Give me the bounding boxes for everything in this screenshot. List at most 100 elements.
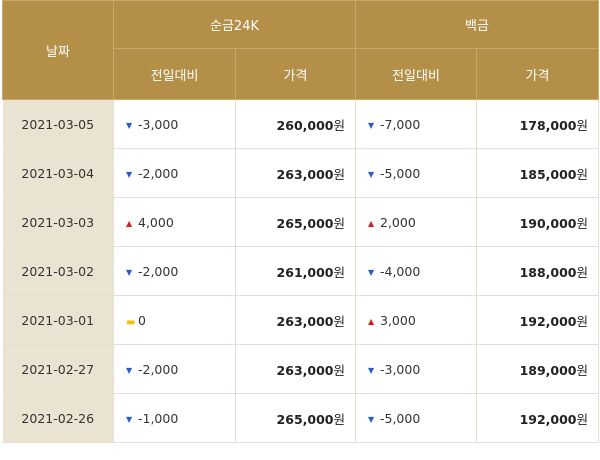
platinum-price-value: 188,000: [519, 264, 577, 280]
date-cell: 2021-02-26: [2, 393, 114, 443]
platinum-change-header: 전일대비: [355, 48, 477, 100]
arrow-up-icon: ▲: [126, 218, 133, 228]
currency-unit: 원: [333, 264, 345, 280]
platinum-price-value: 178,000: [519, 117, 577, 133]
gold-change-value: -2,000: [138, 361, 179, 377]
platinum-change-value: -4,000: [380, 263, 421, 279]
arrow-down-icon: ▼: [368, 169, 375, 179]
platinum-change-value: 2,000: [380, 214, 416, 230]
price-table: 날짜 순금24K 백금 전일대비 가격 전일대비 가격 2021-03-05 ▼ -…: [2, 0, 600, 443]
gold-change-cell: ▼ -2,000: [113, 344, 236, 394]
gold-price-cell: 260,000원: [235, 99, 356, 149]
gold-change-cell: ▬ 0: [113, 295, 236, 345]
platinum-change-value: -5,000: [380, 165, 421, 181]
platinum-change-cell: ▼ -7,000: [355, 99, 477, 149]
no-change-icon: ▬: [126, 316, 136, 328]
gold-change-value: -1,000: [138, 410, 179, 426]
arrow-down-icon: ▼: [126, 267, 133, 277]
date-cell: 2021-03-01: [2, 295, 114, 345]
platinum-price-header: 가격: [475, 48, 600, 100]
currency-unit: 원: [576, 411, 589, 427]
table-row: 2021-03-02 ▼ -2,000 261,000원 ▼ -4,000 188,000원: [2, 246, 600, 296]
gold-price-value: 263,000: [276, 166, 334, 182]
platinum-price-value: 185,000: [519, 166, 577, 182]
currency-unit: 원: [333, 166, 345, 182]
currency-unit: 원: [576, 313, 589, 329]
gold-price-cell: 263,000원: [235, 344, 356, 394]
currency-unit: 원: [576, 117, 589, 133]
platinum-change-cell: ▲ 3,000: [355, 295, 477, 345]
date-cell: 2021-03-03: [2, 197, 114, 247]
gold-header: 순금24K: [113, 0, 356, 49]
table-row: 2021-03-03 ▲ 4,000 265,000원 ▲ 2,000 190,000원: [2, 197, 600, 247]
gold-price-cell: 263,000원: [235, 148, 356, 198]
platinum-change-value: -3,000: [380, 361, 421, 377]
platinum-price-value: 189,000: [519, 362, 577, 378]
date-cell: 2021-03-05: [2, 99, 114, 149]
arrow-down-icon: ▼: [126, 365, 133, 375]
date-cell: 2021-03-04: [2, 148, 114, 198]
gold-price-value: 265,000: [276, 215, 334, 231]
gold-change-cell: ▼ -2,000: [113, 148, 236, 198]
gold-change-cell: ▼ -3,000: [113, 99, 236, 149]
platinum-price-cell: 188,000원: [476, 246, 600, 296]
currency-unit: 원: [576, 362, 589, 378]
gold-price-value: 265,000: [276, 411, 334, 427]
gold-price-header: 가격: [235, 48, 356, 100]
platinum-change-value: -7,000: [380, 116, 421, 132]
date-cell: 2021-02-27: [2, 344, 114, 394]
gold-price-value: 260,000: [276, 117, 334, 133]
platinum-change-cell: ▼ -5,000: [355, 393, 477, 443]
platinum-change-cell: ▼ -4,000: [355, 246, 477, 296]
gold-price-value: 261,000: [276, 264, 334, 280]
table-row: 2021-02-26 ▼ -1,000 265,000원 ▼ -5,000 192,000원: [2, 393, 600, 443]
date-header: 날짜: [2, 0, 114, 100]
gold-price-value: 263,000: [276, 362, 334, 378]
platinum-price-cell: 192,000원: [476, 295, 600, 345]
arrow-down-icon: ▼: [368, 267, 375, 277]
platinum-change-cell: ▼ -5,000: [355, 148, 477, 198]
arrow-down-icon: ▼: [126, 169, 133, 179]
table-row: 2021-03-01 ▬ 0 263,000원 ▲ 3,000 192,000원: [2, 295, 600, 345]
gold-change-value: -2,000: [138, 165, 179, 181]
arrow-up-icon: ▲: [368, 316, 375, 326]
platinum-header: 백금: [354, 0, 600, 49]
gold-price-cell: 265,000원: [235, 197, 356, 247]
currency-unit: 원: [333, 362, 345, 378]
date-cell: 2021-03-02: [2, 246, 114, 296]
gold-price-cell: 263,000원: [235, 295, 356, 345]
gold-change-cell: ▼ -1,000: [113, 393, 236, 443]
platinum-change-value: 3,000: [380, 312, 416, 328]
platinum-price-value: 192,000: [519, 411, 577, 427]
gold-change-value: 4,000: [138, 214, 174, 230]
arrow-up-icon: ▲: [368, 218, 375, 228]
platinum-price-cell: 190,000원: [476, 197, 600, 247]
gold-price-cell: 265,000원: [235, 393, 356, 443]
arrow-down-icon: ▼: [368, 365, 375, 375]
platinum-price-cell: 192,000원: [476, 393, 600, 443]
arrow-down-icon: ▼: [126, 120, 133, 130]
gold-price-value: 263,000: [276, 313, 334, 329]
arrow-down-icon: ▼: [126, 414, 133, 424]
currency-unit: 원: [333, 313, 345, 329]
currency-unit: 원: [333, 411, 345, 427]
currency-unit: 원: [333, 215, 345, 231]
platinum-price-cell: 178,000원: [476, 99, 600, 149]
currency-unit: 원: [333, 117, 345, 133]
platinum-price-cell: 189,000원: [476, 344, 600, 394]
table-body: 2021-03-05 ▼ -3,000 260,000원 ▼ -7,000 178,000원…: [2, 99, 600, 443]
table-row: 2021-03-05 ▼ -3,000 260,000원 ▼ -7,000 178,000원: [2, 99, 600, 149]
platinum-price-cell: 185,000원: [476, 148, 600, 198]
currency-unit: 원: [576, 215, 589, 231]
gold-change-value: -3,000: [138, 116, 179, 132]
platinum-price-value: 190,000: [519, 215, 577, 231]
currency-unit: 원: [576, 264, 589, 280]
arrow-down-icon: ▼: [368, 120, 375, 130]
gold-change-value: -2,000: [138, 263, 179, 279]
platinum-change-value: -5,000: [380, 410, 421, 426]
arrow-down-icon: ▼: [368, 414, 375, 424]
table-row: 2021-03-04 ▼ -2,000 263,000원 ▼ -5,000 185,000원: [2, 148, 600, 198]
platinum-change-cell: ▲ 2,000: [355, 197, 477, 247]
platinum-price-value: 192,000: [519, 313, 577, 329]
gold-change-value: 0: [138, 312, 146, 328]
